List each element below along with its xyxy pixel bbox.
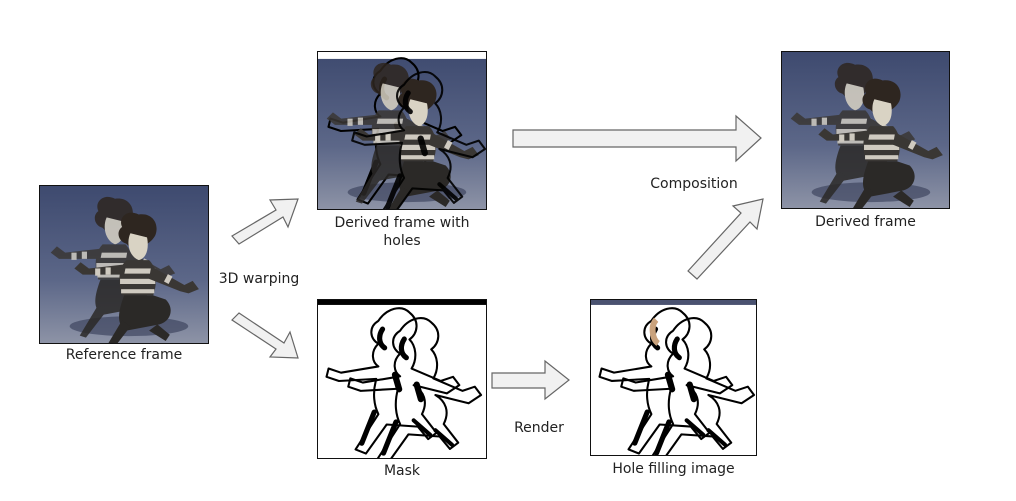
hole-filling-image [590, 299, 757, 456]
arrow-composition-right [512, 114, 762, 163]
hole-filling-label: Hole filling image [612, 461, 735, 477]
arrow-warp-down [231, 312, 299, 359]
reference-frame-label: Reference frame [65, 347, 183, 363]
derived-frame-label: Derived frame [815, 214, 916, 230]
reference-frame-image [39, 185, 209, 344]
composition-label: Composition [650, 176, 738, 192]
warping-label: 3D warping [218, 271, 300, 287]
render-label: Render [514, 420, 564, 436]
arrow-warp-up [231, 198, 299, 245]
arrow-render [491, 359, 570, 401]
derived-frame-image [781, 51, 950, 209]
arrow-composition-up [687, 198, 764, 280]
derived-frame-with-holes-label: Derived frame with holes [334, 215, 470, 249]
mask-image [317, 299, 487, 459]
mask-label: Mask [383, 463, 421, 479]
derived-frame-with-holes-image [317, 51, 487, 210]
